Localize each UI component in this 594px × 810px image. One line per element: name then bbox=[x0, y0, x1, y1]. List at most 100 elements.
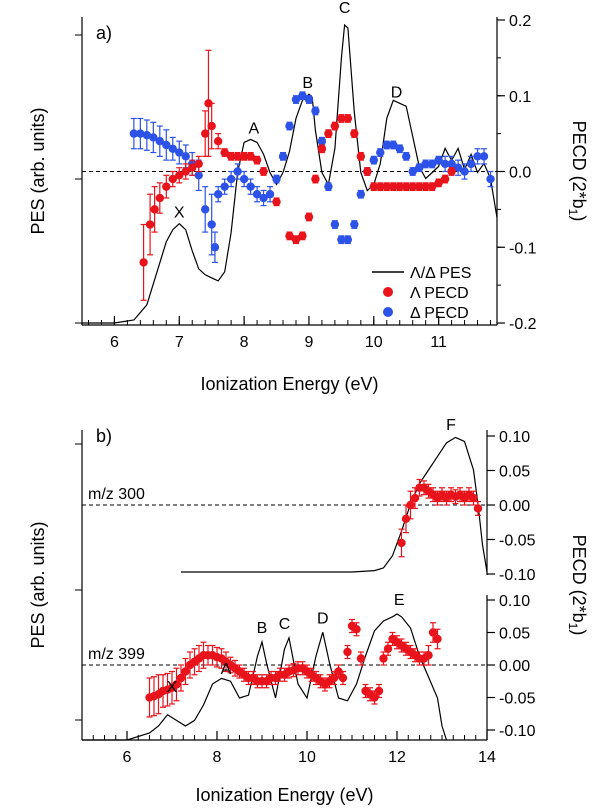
y-axis-label-right-main: PECD (2*b bbox=[569, 121, 589, 209]
delta-pecd-point bbox=[382, 140, 391, 150]
right-tick-label: -0.10 bbox=[499, 567, 536, 584]
pecd-point bbox=[433, 634, 442, 644]
lambda-pecd-point bbox=[139, 258, 148, 267]
right-tick-label: -0.05 bbox=[499, 691, 536, 708]
right-tick-label: 0.00 bbox=[499, 658, 530, 675]
delta-pecd-point bbox=[291, 95, 301, 104]
delta-pecd-point bbox=[440, 159, 450, 169]
lambda-pecd-point bbox=[145, 220, 155, 229]
x-tick-label: 6 bbox=[110, 334, 119, 351]
lambda-pecd-point bbox=[395, 182, 404, 191]
pecd-point bbox=[334, 667, 343, 676]
y-axis-label-right: PECD (2*b1) bbox=[566, 121, 589, 222]
peak-label: X bbox=[167, 679, 178, 696]
pecd-point bbox=[424, 651, 433, 660]
lambda-pecd-point bbox=[356, 152, 366, 161]
pecd-point bbox=[383, 644, 393, 653]
peak-label: F bbox=[446, 417, 456, 434]
right-tick-label: 0.1 bbox=[509, 89, 531, 106]
subpanel-mz300: 0.10 0.05 0.00 -0.05 -0.10 Fm/z 300 bbox=[82, 417, 536, 584]
lambda-pecd-point bbox=[226, 152, 236, 161]
legend-dot-swatch bbox=[383, 287, 393, 297]
pecd-point bbox=[401, 514, 411, 523]
lambda-pecd-point bbox=[382, 182, 391, 191]
lambda-pecd-point bbox=[220, 148, 229, 157]
delta-pecd-point bbox=[278, 152, 288, 161]
subpanel-label: m/z 399 bbox=[88, 646, 145, 663]
pecd-point bbox=[343, 647, 352, 657]
delta-pecd-point bbox=[395, 144, 404, 153]
right-tick-label: 0.10 bbox=[499, 429, 530, 446]
y-axis-label-left: PES (arb. units) bbox=[28, 107, 48, 234]
pecd-point bbox=[356, 654, 366, 663]
delta-pecd-point bbox=[142, 130, 152, 140]
y-axis-label-right-close: ) bbox=[569, 215, 589, 221]
right-tick-label: -0.10 bbox=[499, 723, 536, 740]
x-tick-label: 8 bbox=[240, 334, 249, 351]
pecd-point bbox=[370, 693, 379, 702]
delta-pecd-point bbox=[343, 235, 353, 244]
lambda-pecd-point bbox=[343, 114, 353, 123]
delta-pecd-point bbox=[408, 167, 417, 176]
x-tick-label: 10 bbox=[298, 749, 316, 766]
lambda-pecd-point bbox=[246, 152, 255, 161]
delta-pecd-point bbox=[168, 144, 177, 153]
delta-pecd-point bbox=[434, 155, 443, 165]
right-tick-label: 0.0 bbox=[509, 165, 531, 182]
delta-pecd-point bbox=[402, 152, 411, 161]
legend-label: Λ PECD bbox=[410, 285, 469, 302]
x-tick-label: 7 bbox=[175, 334, 184, 351]
lambda-pecd-point bbox=[363, 167, 372, 176]
delta-pecd-point bbox=[210, 243, 220, 252]
y-axis-label-left: PES (arb. units) bbox=[28, 521, 48, 648]
lambda-pecd-point bbox=[194, 159, 203, 169]
lambda-pecd-point bbox=[252, 155, 262, 165]
pecd-point bbox=[352, 625, 361, 634]
lambda-pecd-point bbox=[207, 121, 216, 131]
right-tick-label: 0.2 bbox=[509, 13, 531, 30]
delta-pecd-point bbox=[376, 148, 385, 157]
delta-pecd-point bbox=[473, 152, 482, 161]
delta-pecd-point bbox=[259, 193, 268, 203]
lambda-pecd-point bbox=[233, 152, 242, 161]
lambda-pecd-point bbox=[447, 167, 456, 176]
lambda-pecd-point bbox=[204, 99, 213, 108]
delta-pecd-point bbox=[181, 152, 190, 161]
delta-pecd-point bbox=[466, 159, 476, 169]
lambda-pecd-point bbox=[213, 137, 223, 146]
lambda-pecd-point bbox=[414, 182, 424, 191]
subpanel-mz399: 0.10 0.05 0.00 -0.05 -0.10 X A B C D Em/z 399 bbox=[82, 592, 536, 741]
pecd-point bbox=[410, 493, 420, 503]
panel-a: 6 7 8 9 10 11 0.2 0.1 0.0 -0.1 -0.2 X A B C Da) Λ/Δ PES Λ… bbox=[28, 0, 589, 394]
lambda-pecd-point bbox=[427, 182, 437, 191]
peak-label: C bbox=[279, 616, 291, 633]
lambda-pecd-point bbox=[376, 182, 385, 191]
peak-label: A bbox=[249, 120, 260, 137]
lambda-pecd-point bbox=[285, 231, 294, 241]
legend-label: Δ PECD bbox=[410, 305, 469, 322]
delta-pecd-point bbox=[220, 182, 229, 191]
lambda-pecd-point bbox=[421, 182, 430, 191]
delta-pecd-point bbox=[162, 140, 171, 150]
y-axis-label-right-main: PECD (2*b bbox=[569, 535, 589, 623]
lambda-pecd-point bbox=[408, 182, 417, 191]
lambda-pecd-point bbox=[272, 197, 281, 206]
delta-pecd-point bbox=[298, 91, 307, 100]
lambda-pecd-point bbox=[402, 182, 411, 191]
lambda-pecd-point bbox=[440, 174, 450, 184]
lambda-pecd-point bbox=[150, 205, 159, 214]
delta-pecd-point bbox=[486, 174, 495, 184]
right-tick-label: -0.2 bbox=[509, 316, 537, 333]
delta-pecd-point bbox=[194, 171, 203, 180]
y-axis-label-right: PECD (2*b1) bbox=[566, 535, 589, 636]
y-axis-label-right-subscript: 1 bbox=[566, 623, 580, 630]
pecd-point bbox=[176, 673, 186, 683]
delta-pecd-point bbox=[201, 205, 210, 214]
subpanel-label: m/z 300 bbox=[88, 486, 145, 503]
peak-label: A bbox=[221, 661, 232, 678]
pecd-point bbox=[379, 654, 388, 663]
lambda-pecd-point bbox=[330, 121, 340, 131]
delta-pecd-point bbox=[285, 121, 294, 131]
peak-label: B bbox=[257, 620, 268, 637]
delta-pecd-point bbox=[317, 137, 327, 146]
